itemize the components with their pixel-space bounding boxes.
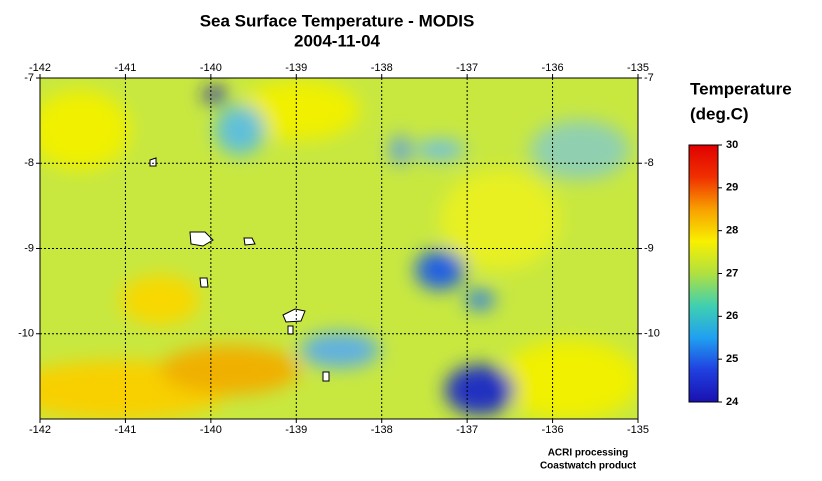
colorbar-label: 27 (726, 267, 738, 279)
credit: ACRI processing (548, 448, 629, 459)
x-tick-label: -140 (200, 424, 222, 436)
x-tick-label: -135 (627, 424, 649, 436)
legend-unit: (deg.C) (690, 104, 749, 123)
y-tick-label: -7 (24, 72, 34, 84)
y-tick-label: -7 (644, 72, 654, 84)
x-tick-label: -142 (29, 62, 51, 74)
x-tick-label: -140 (200, 62, 222, 74)
y-tick-label: -10 (644, 328, 660, 340)
y-tick-label: -9 (644, 242, 654, 254)
x-tick-label: -135 (627, 62, 649, 74)
y-tick-label: -8 (644, 157, 654, 169)
credit: Coastwatch product (540, 461, 637, 472)
x-tick-label: -137 (456, 62, 478, 74)
map-title: Sea Surface Temperature - MODIS (200, 11, 475, 30)
colorbar-label: 24 (726, 396, 739, 408)
colorbar (688, 144, 719, 403)
y-tick-label: -8 (24, 157, 34, 169)
x-tick-label: -137 (456, 424, 478, 436)
x-tick-label: -138 (371, 62, 393, 74)
x-tick-label: -136 (542, 424, 564, 436)
colorbar-label: 29 (726, 182, 738, 194)
x-tick-label: -141 (114, 62, 136, 74)
colorbar-label: 26 (726, 310, 738, 322)
colorbar-label: 28 (726, 225, 738, 237)
x-tick-label: -138 (371, 424, 393, 436)
y-tick-label: -10 (18, 328, 34, 340)
y-tick-label: -9 (24, 242, 34, 254)
sst-field (40, 78, 638, 419)
x-tick-label: -142 (29, 424, 51, 436)
islands (149, 157, 330, 382)
colorbar-label: 25 (726, 353, 738, 365)
x-tick-label: -136 (542, 62, 564, 74)
legend-title: Temperature (690, 79, 792, 98)
x-tick-label: -139 (285, 62, 307, 74)
x-tick-label: -139 (285, 424, 307, 436)
map-date: 2004-11-04 (294, 31, 381, 50)
colorbar-label: 30 (726, 139, 738, 151)
x-tick-label: -141 (114, 424, 136, 436)
